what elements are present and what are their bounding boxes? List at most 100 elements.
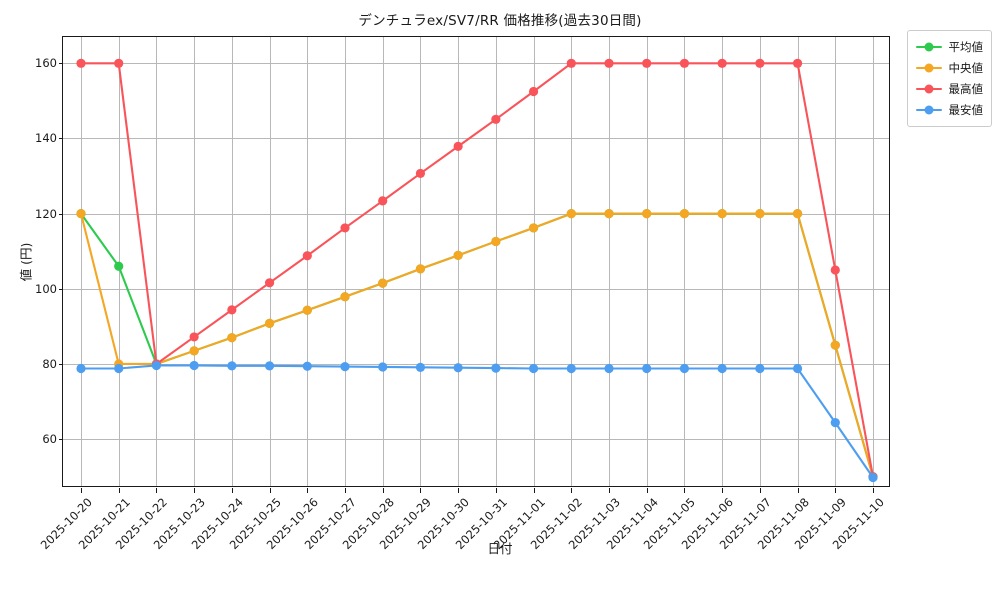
data-point bbox=[604, 209, 614, 219]
legend-label: 最高値 bbox=[948, 81, 984, 96]
grid-line-vertical bbox=[194, 37, 196, 486]
series-line bbox=[79, 212, 875, 478]
data-point bbox=[453, 363, 463, 373]
data-point bbox=[755, 363, 765, 374]
data-point bbox=[302, 305, 312, 315]
legend-item-4[interactable]: 最安値 bbox=[915, 99, 984, 120]
grid-line-vertical bbox=[231, 37, 233, 486]
x-tick-mark bbox=[307, 488, 309, 493]
data-point bbox=[264, 318, 275, 328]
grid-line-vertical bbox=[81, 37, 82, 486]
x-tick-mark bbox=[835, 488, 837, 493]
data-point bbox=[227, 333, 237, 343]
series-lines bbox=[76, 58, 878, 483]
x-tick-mark bbox=[797, 488, 799, 493]
data-point bbox=[415, 362, 426, 372]
data-point bbox=[340, 292, 350, 302]
grid-line-vertical bbox=[646, 37, 648, 486]
data-point bbox=[642, 209, 652, 219]
grid-line-vertical bbox=[797, 37, 799, 486]
data-point bbox=[415, 264, 426, 274]
x-tick-mark bbox=[156, 488, 158, 493]
series-line bbox=[79, 212, 875, 478]
x-tick-mark bbox=[382, 488, 384, 493]
data-point bbox=[264, 361, 275, 371]
data-point bbox=[717, 58, 727, 68]
y-tick-mark bbox=[58, 439, 63, 441]
data-point bbox=[340, 362, 350, 372]
y-tick-label: 140 bbox=[35, 131, 57, 146]
data-point bbox=[830, 265, 840, 275]
data-point bbox=[189, 332, 199, 342]
grid-line-vertical bbox=[420, 37, 422, 486]
data-point bbox=[340, 223, 350, 233]
y-tick-label: 60 bbox=[42, 432, 57, 447]
legend-item-2[interactable]: 中央値 bbox=[915, 57, 983, 78]
x-tick-mark bbox=[609, 488, 610, 493]
series-4 bbox=[76, 360, 878, 483]
y-tick-label: 80 bbox=[42, 356, 57, 371]
data-point bbox=[679, 363, 690, 374]
data-point bbox=[114, 261, 124, 271]
series-line bbox=[79, 364, 875, 479]
grid-line-vertical bbox=[118, 37, 120, 486]
data-point bbox=[755, 209, 765, 219]
data-point bbox=[642, 58, 652, 68]
grid-line-vertical bbox=[495, 37, 497, 486]
grid-line-vertical bbox=[458, 37, 460, 486]
grid-lines bbox=[63, 37, 889, 486]
data-point bbox=[566, 58, 576, 68]
series-2 bbox=[76, 209, 878, 482]
data-point bbox=[302, 361, 312, 371]
data-point bbox=[453, 250, 463, 260]
y-tick-label: 120 bbox=[35, 206, 57, 221]
legend-label: 最安値 bbox=[948, 102, 984, 117]
data-point bbox=[566, 363, 576, 374]
grid-line-vertical bbox=[156, 37, 158, 486]
y-axis-label: 値 (円) bbox=[18, 242, 34, 281]
grid-line-vertical bbox=[533, 37, 535, 486]
grid-line-vertical bbox=[382, 37, 384, 486]
x-tick-mark bbox=[495, 488, 497, 493]
grid-line-vertical bbox=[609, 37, 610, 486]
data-point bbox=[528, 363, 539, 374]
data-point bbox=[528, 223, 539, 233]
grid-line-horizontal bbox=[63, 288, 889, 290]
y-tick-mark bbox=[58, 363, 63, 365]
y-tick-mark bbox=[58, 63, 63, 65]
data-point bbox=[679, 209, 690, 219]
data-point bbox=[302, 251, 312, 261]
x-axis-label: 日付 bbox=[487, 541, 513, 556]
x-tick-mark bbox=[458, 488, 460, 493]
grid-line-vertical bbox=[684, 37, 686, 486]
data-point bbox=[491, 114, 501, 124]
chart-legend: 平均値 中央値最高値最安値 bbox=[906, 30, 992, 127]
x-tick-mark bbox=[81, 488, 82, 493]
data-point bbox=[792, 58, 803, 68]
legend-item-3[interactable]: 最高値 bbox=[915, 78, 984, 99]
x-tick-mark bbox=[533, 488, 535, 493]
grid-line-horizontal bbox=[63, 63, 889, 65]
data-point bbox=[566, 209, 576, 219]
data-point bbox=[830, 418, 840, 428]
data-point bbox=[868, 472, 878, 483]
data-point bbox=[792, 209, 803, 219]
data-point bbox=[114, 58, 124, 68]
data-point bbox=[264, 278, 275, 288]
x-tick-mark bbox=[231, 488, 233, 493]
grid-line-vertical bbox=[835, 37, 837, 486]
x-tick-mark bbox=[118, 488, 120, 493]
data-point bbox=[151, 360, 162, 371]
data-point bbox=[76, 363, 86, 374]
y-tick-label: 100 bbox=[35, 281, 57, 296]
grid-line-vertical bbox=[722, 37, 724, 486]
data-point bbox=[189, 360, 199, 371]
grid-line-vertical bbox=[307, 37, 309, 486]
data-point bbox=[453, 141, 463, 151]
data-point bbox=[717, 363, 727, 374]
legend-swatch-icon bbox=[915, 42, 942, 51]
x-tick-mark bbox=[420, 488, 422, 493]
grid-line-vertical bbox=[873, 37, 874, 486]
series-3 bbox=[76, 58, 878, 482]
legend-item-1[interactable]: 平均値 bbox=[915, 36, 983, 57]
